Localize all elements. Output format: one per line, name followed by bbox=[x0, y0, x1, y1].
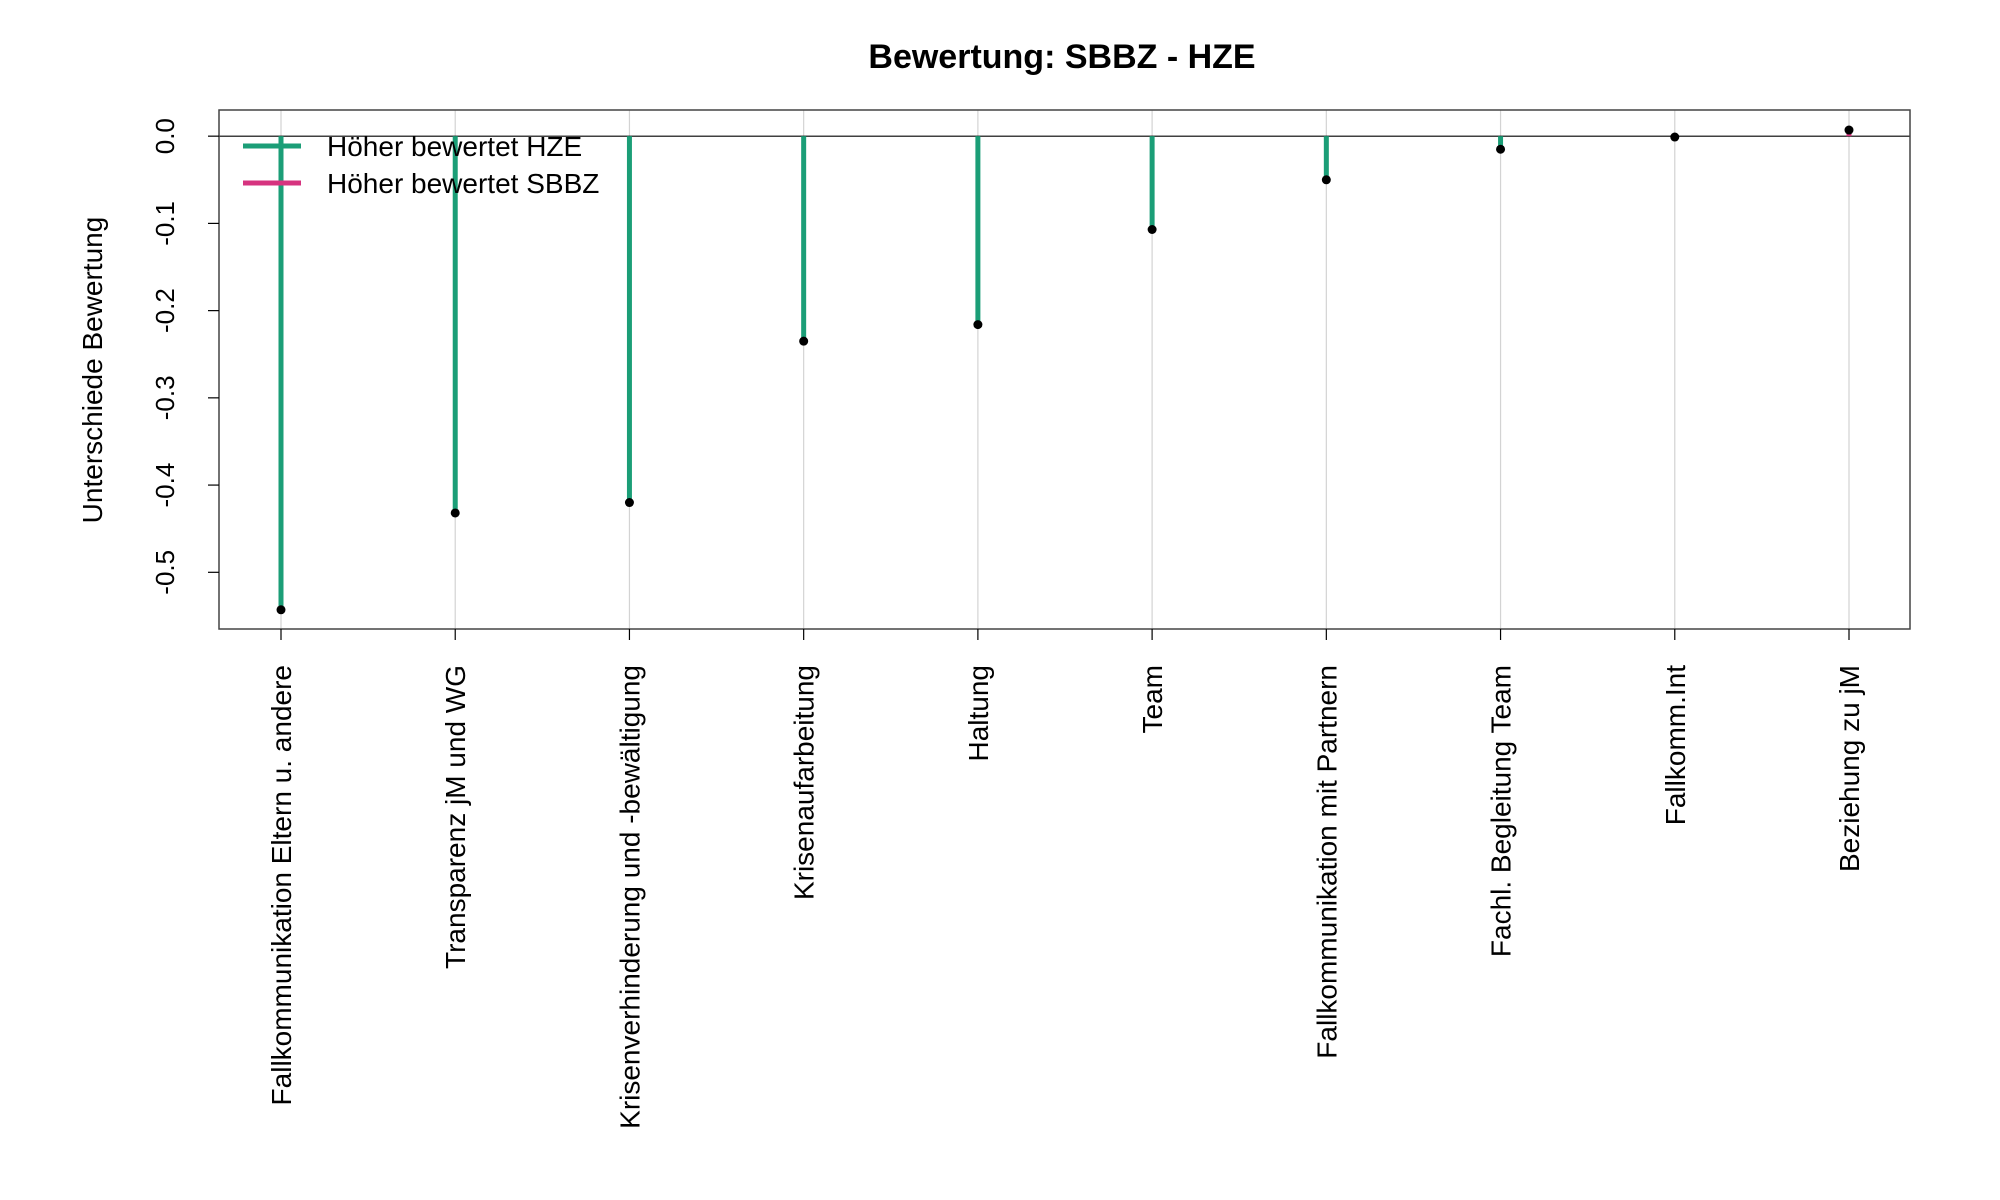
x-tick-label: Fachl. Begleitung Team bbox=[1486, 665, 1517, 957]
y-tick-label: -0.1 bbox=[150, 201, 180, 246]
x-tick-label: Krisenverhinderung und -bewältigung bbox=[614, 665, 645, 1129]
point-6 bbox=[1147, 225, 1157, 235]
point-10 bbox=[1844, 125, 1854, 135]
y-axis-label: Unterschiede Bewertung bbox=[77, 217, 108, 524]
x-tick-label: Transparenz jM und WG bbox=[440, 665, 471, 969]
plot-box bbox=[218, 109, 1911, 630]
point-layer bbox=[276, 125, 1854, 615]
y-tick-label: -0.5 bbox=[150, 550, 180, 595]
x-tick-label: Beziehung zu jM bbox=[1834, 665, 1865, 872]
point-5 bbox=[973, 320, 983, 330]
x-tick-label: Krisenaufarbeitung bbox=[789, 665, 820, 900]
legend-label: Höher bewertet HZE bbox=[327, 131, 582, 162]
legend: Höher bewertet HZE Höher bewertet SBBZ bbox=[243, 131, 599, 199]
point-4 bbox=[799, 336, 809, 346]
x-tick-label: Fallkomm.Int bbox=[1660, 665, 1691, 825]
y-tick-label: 0.0 bbox=[150, 118, 180, 154]
x-axis: Fallkommunikation Eltern u. andere Transp… bbox=[266, 629, 1865, 1129]
y-tick-label: -0.4 bbox=[150, 463, 180, 508]
point-7 bbox=[1321, 175, 1331, 185]
x-tick-label: Fallkommunikation mit Partnern bbox=[1311, 665, 1342, 1059]
y-tick-label: -0.2 bbox=[150, 288, 180, 333]
stem-layer bbox=[278, 130, 1852, 610]
chart-title: Bewertung: SBBZ - HZE bbox=[868, 38, 1255, 76]
point-3 bbox=[624, 498, 634, 508]
x-tick-label: Fallkommunikation Eltern u. andere bbox=[266, 665, 297, 1105]
legend-label: Höher bewertet SBBZ bbox=[327, 168, 599, 199]
point-2 bbox=[450, 508, 460, 518]
point-8 bbox=[1496, 144, 1506, 154]
x-tick-label: Haltung bbox=[963, 665, 994, 762]
x-tick-label: Team bbox=[1137, 665, 1168, 733]
y-axis: 0.0 -0.1 -0.2 -0.3 -0.4 -0.5 bbox=[150, 118, 219, 595]
point-1 bbox=[276, 605, 286, 615]
y-tick-label: -0.3 bbox=[150, 375, 180, 420]
point-9 bbox=[1670, 132, 1680, 142]
